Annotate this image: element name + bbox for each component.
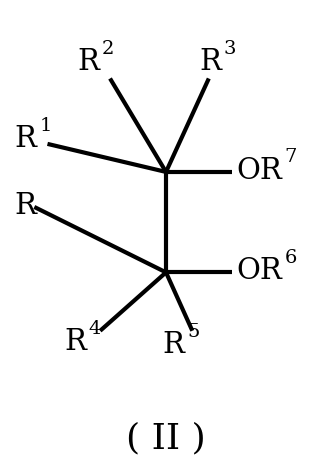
Text: 1: 1: [39, 117, 51, 135]
Text: 5: 5: [187, 323, 200, 341]
Text: ( II ): ( II ): [126, 421, 206, 455]
Text: R: R: [163, 331, 185, 359]
Text: R: R: [15, 125, 37, 153]
Text: R: R: [199, 48, 221, 76]
Text: R: R: [77, 48, 99, 76]
Text: 7: 7: [285, 149, 297, 166]
Text: 4: 4: [89, 321, 101, 338]
Text: OR: OR: [237, 157, 283, 185]
Text: 2: 2: [102, 40, 114, 58]
Text: 6: 6: [285, 249, 297, 267]
Text: R: R: [15, 192, 37, 220]
Text: R: R: [64, 329, 86, 356]
Text: OR: OR: [237, 257, 283, 285]
Text: 3: 3: [224, 40, 236, 58]
